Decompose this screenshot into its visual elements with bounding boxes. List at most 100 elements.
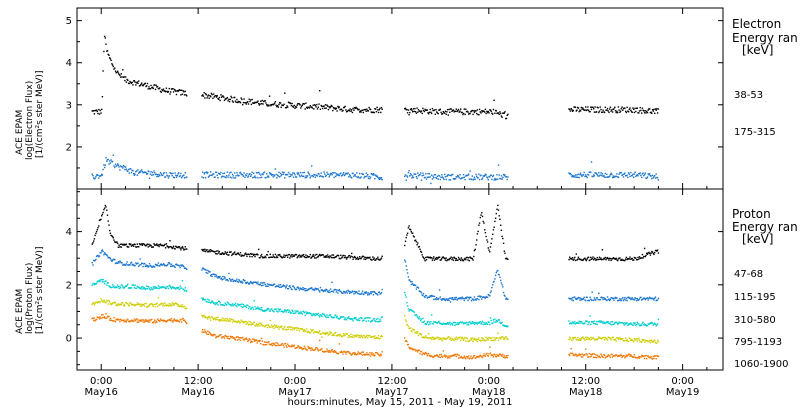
proton-point <box>636 340 638 342</box>
electron-point <box>502 112 505 114</box>
electron-point <box>498 174 500 176</box>
electron-point <box>372 174 374 176</box>
proton-point <box>106 300 109 302</box>
proton-point <box>368 257 370 259</box>
proton-point <box>422 256 424 258</box>
electron-point <box>137 169 139 171</box>
proton-point <box>642 321 644 324</box>
proton-point <box>436 298 439 300</box>
electron-point <box>247 175 250 177</box>
proton-point <box>306 311 309 314</box>
proton-point <box>240 305 242 308</box>
proton-point <box>228 251 231 253</box>
proton-point <box>569 322 572 324</box>
proton-point <box>324 332 326 334</box>
proton-point <box>428 323 430 326</box>
proton-point <box>127 303 129 305</box>
electron-point <box>406 176 409 178</box>
electron-point <box>490 174 492 176</box>
proton-point <box>234 302 237 305</box>
proton-point <box>441 339 444 342</box>
proton-point <box>264 283 266 286</box>
proton-point <box>371 290 373 293</box>
proton-point <box>259 257 261 259</box>
proton-point <box>155 286 157 288</box>
proton-point <box>180 247 183 249</box>
electron-point <box>502 173 505 176</box>
proton-point <box>218 250 221 253</box>
electron-point <box>577 107 580 109</box>
electron-point <box>340 108 343 110</box>
electron-point <box>449 179 452 181</box>
proton-point <box>275 342 277 344</box>
electron-point <box>576 109 578 111</box>
electron-point <box>651 174 654 177</box>
proton-point <box>505 356 507 358</box>
proton-point <box>444 299 446 301</box>
electron-point <box>585 175 588 178</box>
proton-point <box>587 256 590 258</box>
proton-point <box>427 320 429 323</box>
proton-point <box>635 338 638 340</box>
proton-point <box>319 291 321 293</box>
proton-point <box>450 256 452 258</box>
proton-point <box>223 336 225 338</box>
proton-point <box>600 353 602 355</box>
proton-point <box>638 355 640 358</box>
electron-point <box>205 94 207 96</box>
proton-point <box>278 310 280 312</box>
proton-point <box>281 343 284 345</box>
electron-point <box>619 110 622 112</box>
proton-point <box>98 255 101 257</box>
proton-point <box>448 355 450 357</box>
electron-point <box>311 175 314 177</box>
proton-point <box>578 339 580 342</box>
proton-point <box>266 307 269 310</box>
proton-point <box>457 337 459 340</box>
proton-point <box>205 249 207 252</box>
proton-point <box>208 331 210 333</box>
electron-point <box>234 96 236 99</box>
proton-point <box>473 255 475 258</box>
electron-point <box>234 177 237 179</box>
electron-point <box>656 108 658 110</box>
electron-point <box>409 108 412 111</box>
proton-point <box>236 305 238 308</box>
electron-point <box>306 175 309 177</box>
proton-point <box>577 322 580 324</box>
proton-point <box>478 356 480 358</box>
proton-point <box>446 259 449 261</box>
proton-point <box>159 320 161 322</box>
electron-point <box>433 109 436 111</box>
proton-point <box>202 248 205 251</box>
proton-point <box>243 305 245 308</box>
electron-point <box>319 90 321 92</box>
proton-point <box>380 336 382 338</box>
proton-point <box>602 258 604 261</box>
electron-point <box>107 158 109 161</box>
proton-point <box>315 288 317 291</box>
proton-point <box>309 332 311 334</box>
electron-point <box>454 110 457 113</box>
electron-point <box>355 175 357 178</box>
electron-point <box>449 111 451 113</box>
proton-point <box>175 302 178 305</box>
proton-point <box>164 264 167 267</box>
proton-point <box>300 347 303 349</box>
electron-point <box>464 113 466 116</box>
electron-point <box>501 116 503 118</box>
electron-point <box>144 82 146 84</box>
proton-point <box>172 303 175 305</box>
proton-point <box>376 258 378 260</box>
proton-point <box>501 321 503 323</box>
proton-point <box>320 333 322 335</box>
proton-point <box>135 262 137 264</box>
electron-point <box>362 173 364 176</box>
proton-point <box>406 323 409 326</box>
electron-point <box>431 178 434 180</box>
electron-point <box>168 87 170 90</box>
electron-point <box>231 173 234 175</box>
proton-point <box>419 248 421 250</box>
proton-point <box>314 331 316 333</box>
proton-point <box>330 350 332 352</box>
